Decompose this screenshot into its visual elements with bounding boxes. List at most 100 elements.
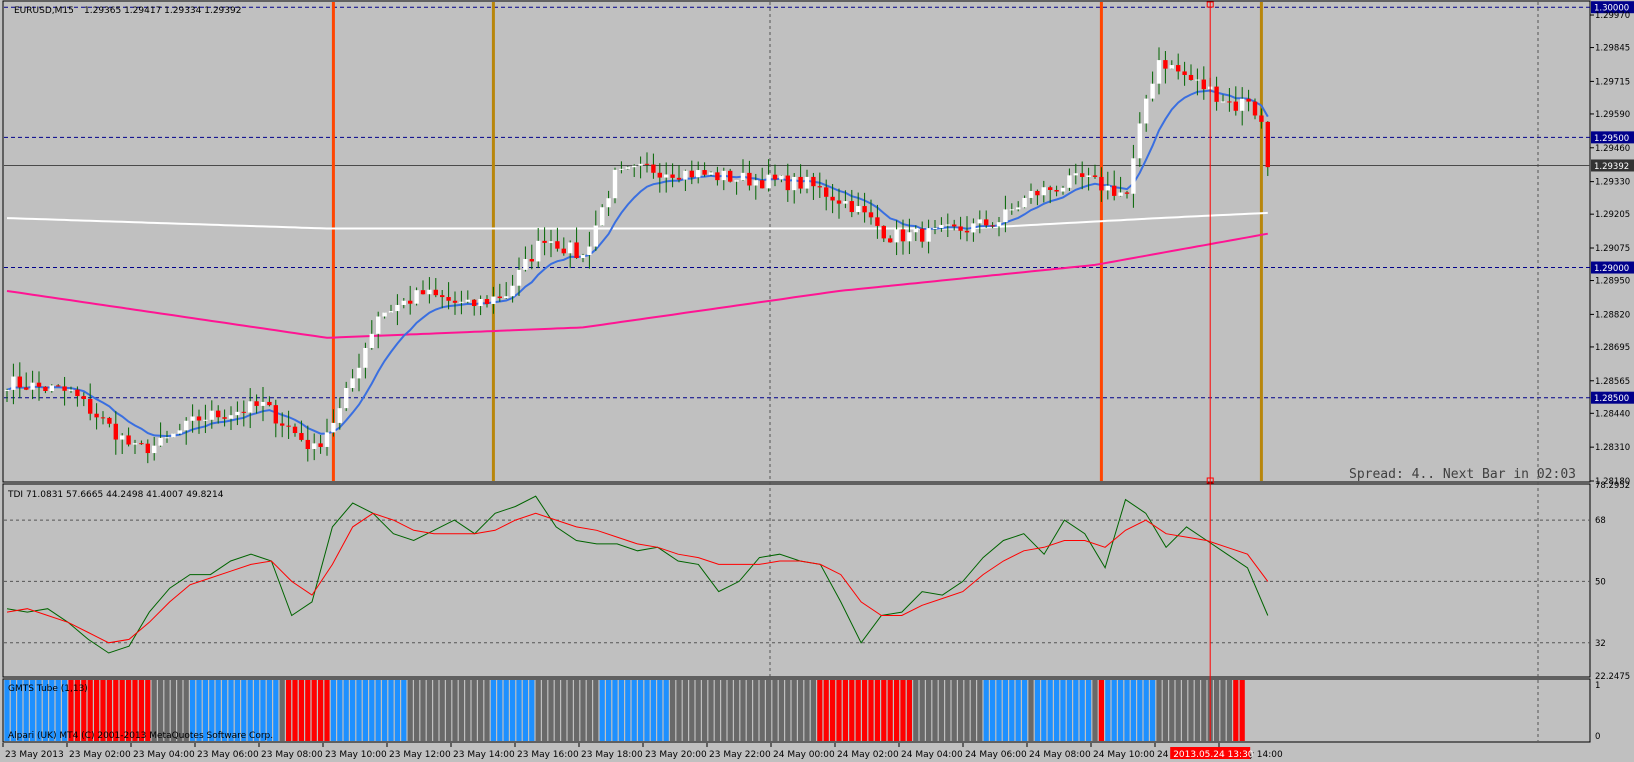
tube-bar-56 (362, 680, 368, 741)
candle-body-42 (273, 405, 278, 424)
candle-body-13 (88, 398, 93, 414)
tube-bar-2 (17, 680, 23, 741)
candle-body-119 (766, 174, 771, 189)
tube-bar-53 (343, 680, 349, 741)
candle-body-114 (734, 180, 739, 182)
candle-body-73 (472, 299, 477, 307)
tube-bar-186 (1194, 680, 1200, 741)
tube-bar-167 (1073, 680, 1079, 741)
candle-body-157 (1009, 209, 1014, 211)
candle-body-45 (292, 426, 298, 434)
time-tick-label-5: 23 May 10:00 (325, 750, 387, 760)
candle-body-74 (478, 298, 483, 307)
tube-bar-114 (734, 680, 740, 741)
tube-bar-162 (1041, 680, 1047, 741)
candle-body-123 (792, 176, 797, 191)
tube-bar-102 (657, 680, 663, 741)
tdi-pane[interactable] (2, 483, 1591, 678)
tube-bar-156 (1002, 680, 1008, 741)
tube-bar-163 (1047, 680, 1053, 741)
tube-bar-41 (266, 680, 272, 741)
crosshair[interactable]: 2013.05.24 13:30 (1170, 1, 1254, 760)
tube-bar-39 (254, 680, 260, 741)
tdi-scale-label-3: 32 (1595, 639, 1606, 649)
tube-bar-20 (132, 680, 138, 741)
tube-bar-79 (510, 680, 516, 741)
tube-bar-25 (164, 680, 170, 741)
tube-bar-92 (593, 680, 599, 741)
tube-bar-145 (932, 680, 938, 741)
candle-body-177 (1137, 123, 1142, 159)
level-lines: 1.30000 1.29500 1.29000 1.28500 1.29392 (4, 1, 1634, 404)
candle-body-20 (132, 443, 138, 445)
tube-bar-83 (535, 680, 541, 741)
chart-symbol-label: EURUSD,M15 (14, 6, 74, 16)
time-tick-label-4: 23 May 08:00 (261, 750, 323, 760)
candle-body-185 (1188, 74, 1194, 80)
candle-body-120 (772, 174, 778, 180)
tube-bar-129 (830, 680, 836, 741)
tube-bar-134 (862, 680, 868, 741)
tube-bar-70 (452, 680, 458, 741)
candle-body-9 (62, 386, 67, 391)
candle-body-140 (900, 229, 906, 242)
tube-bar-116 (746, 680, 752, 741)
tube-bar-130 (836, 680, 842, 741)
tube-bar-57 (369, 680, 375, 741)
candle-body-6 (43, 386, 48, 391)
tube-bar-35 (228, 680, 234, 741)
time-tick-label-17: 24 May 10:00 (1093, 750, 1155, 760)
candle-body-54 (350, 378, 355, 389)
candle-body-88 (568, 242, 573, 254)
tube-bar-161 (1034, 680, 1040, 741)
candle-body-65 (420, 290, 426, 295)
candle-body-35 (228, 415, 234, 419)
tube-bar-106 (682, 680, 688, 741)
tube-bar-13 (87, 680, 93, 741)
tdi-series-0 (6, 495, 1269, 654)
tube-bar-165 (1060, 680, 1066, 741)
tube-bar-55 (356, 680, 362, 741)
tube-bar-104 (670, 680, 676, 741)
candle-body-190 (1220, 101, 1226, 103)
candle-body-3 (24, 387, 29, 390)
tube-bar-94 (606, 680, 612, 741)
tube-bar-97 (625, 680, 631, 741)
tube-bar-49 (318, 680, 324, 741)
level-tag-bg-0 (1591, 1, 1634, 14)
tube-bar-15 (100, 680, 106, 741)
tube-bar-169 (1086, 680, 1092, 741)
candle-body-180 (1156, 60, 1162, 84)
tube-bar-141 (906, 680, 912, 741)
candle-body-110 (708, 172, 714, 175)
candle-body-183 (1176, 65, 1181, 72)
tube-bar-84 (542, 680, 548, 741)
tube-bar-96 (618, 680, 624, 741)
candle-body-184 (1182, 71, 1187, 75)
time-tick-label-9: 23 May 18:00 (581, 750, 643, 760)
tube-bar-131 (842, 680, 848, 741)
candle-body-197 (1265, 121, 1270, 168)
candle-body-155 (996, 222, 1002, 227)
candle-body-52 (337, 408, 342, 423)
tube-bar-9 (62, 680, 68, 741)
tube-bar-136 (874, 680, 880, 741)
tube-bar-191 (1226, 680, 1232, 741)
current-price-tag-bg (1591, 159, 1634, 172)
vertical-markers (331, 2, 1263, 481)
tube-bar-128 (823, 680, 829, 741)
candle-body-151 (971, 223, 976, 233)
candle-body-58 (376, 316, 381, 334)
candle-body-79 (510, 285, 515, 297)
candle-body-10 (68, 389, 74, 391)
tube-bar-67 (433, 680, 439, 741)
tube-bar-29 (190, 680, 196, 741)
tube-bar-16 (106, 680, 112, 741)
price-tick-label-7: 1.29075 (1595, 244, 1630, 254)
price-pane[interactable] (2, 0, 1591, 483)
candle-body-152 (977, 219, 982, 224)
tube-bar-11 (74, 680, 80, 741)
candle-body-83 (536, 240, 541, 262)
tube-bar-105 (676, 680, 682, 741)
